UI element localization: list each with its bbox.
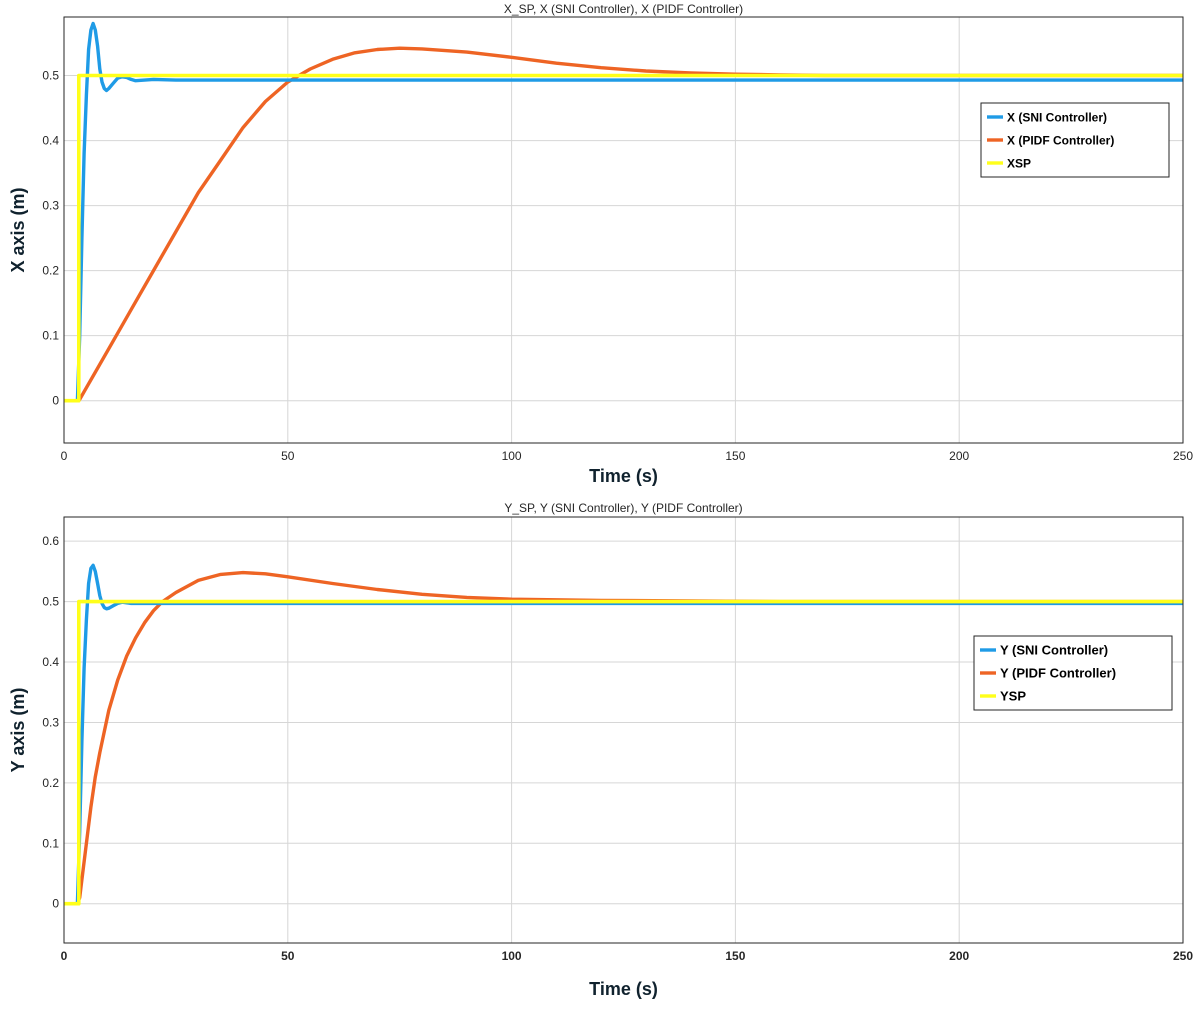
chart2-y-axis-label: Y axis (m): [8, 688, 28, 773]
chart2-xtick-label: 50: [281, 949, 295, 963]
chart1-legend: X (SNI Controller) X (PIDF Controller) XSP: [980, 102, 1170, 178]
chart1-ytick-label: 0.2: [42, 264, 59, 278]
chart2-x-axis-label: Time (s): [589, 979, 658, 999]
chart2-series-line-3: [64, 599, 1183, 906]
chart2-legend-label: Y (PIDF Controller): [1000, 666, 1116, 681]
chart2-ytick-label: 0: [52, 897, 59, 911]
chart1-series-line-1: [64, 21, 1183, 403]
chart2-series-line-2: [64, 570, 1183, 906]
chart2-series-line-1: [64, 563, 1183, 906]
chart2-ytick-label: 0.2: [42, 776, 59, 790]
chart2-legend-label: Y (SNI Controller): [1000, 643, 1108, 658]
chart1-xtick-label: 100: [502, 449, 522, 463]
chart2-xtick-label: 250: [1173, 949, 1193, 963]
chart2-title: Y_SP, Y (SNI Controller), Y (PIDF Contro…: [504, 501, 742, 515]
chart2-xtick-label: 200: [949, 949, 969, 963]
chart1-series-line-3: [64, 73, 1183, 403]
chart2-ytick-label: 0.6: [42, 534, 59, 548]
chart1-plot-area: [64, 17, 1183, 443]
chart2-xtick-label: 0: [61, 949, 68, 963]
chart1-xtick-label: 250: [1173, 449, 1193, 463]
chart2-ytick-label: 0.5: [42, 595, 59, 609]
chart1-ytick-label: 0.4: [42, 134, 59, 148]
chart1-legend-label: X (SNI Controller): [1007, 111, 1107, 125]
chart2-legend-label: YSP: [1000, 689, 1026, 704]
chart1-xtick-label: 200: [949, 449, 969, 463]
chart2-xtick-label: 100: [502, 949, 522, 963]
chart1: 0 50 100 150 200 250 0 0.1 0.2 0.3 0.4 0.5 X_SP, X (…: [8, 2, 1193, 486]
chart2-ytick-label: 0.4: [42, 655, 59, 669]
chart1-legend-box: [980, 102, 1170, 178]
chart1-title: X_SP, X (SNI Controller), X (PIDF Contro…: [504, 2, 743, 16]
chart1-legend-label: X (PIDF Controller): [1007, 134, 1114, 148]
chart2-xtick-label: 150: [725, 949, 745, 963]
chart1-ytick-label: 0.3: [42, 199, 59, 213]
chart1-xtick-label: 50: [281, 449, 295, 463]
chart1-x-axis-label: Time (s): [589, 466, 658, 486]
chart1-ytick-label: 0.1: [42, 329, 59, 343]
chart2: 0 50 100 150 200 250 0 0.1 0.2 0.3 0.4 0.5 0.6 Y_SP, …: [8, 501, 1193, 999]
chart1-axes-box: [63, 16, 1184, 444]
chart2-legend: Y (SNI Controller) Y (PIDF Controller) YSP: [973, 635, 1173, 711]
chart1-xtick-label: 0: [61, 449, 68, 463]
chart1-xtick-label: 150: [725, 449, 745, 463]
chart1-ytick-label: 0: [52, 394, 59, 408]
chart2-legend-box: [973, 635, 1173, 711]
chart2-ytick-label: 0.3: [42, 715, 59, 729]
chart1-legend-label: XSP: [1007, 157, 1031, 171]
chart1-y-axis-label: X axis (m): [8, 187, 28, 272]
chart2-plot-area: [64, 517, 1183, 943]
chart2-ytick-label: 0.1: [42, 836, 59, 850]
chart2-axes-box: [63, 516, 1184, 944]
chart1-ytick-label: 0.5: [42, 69, 59, 83]
